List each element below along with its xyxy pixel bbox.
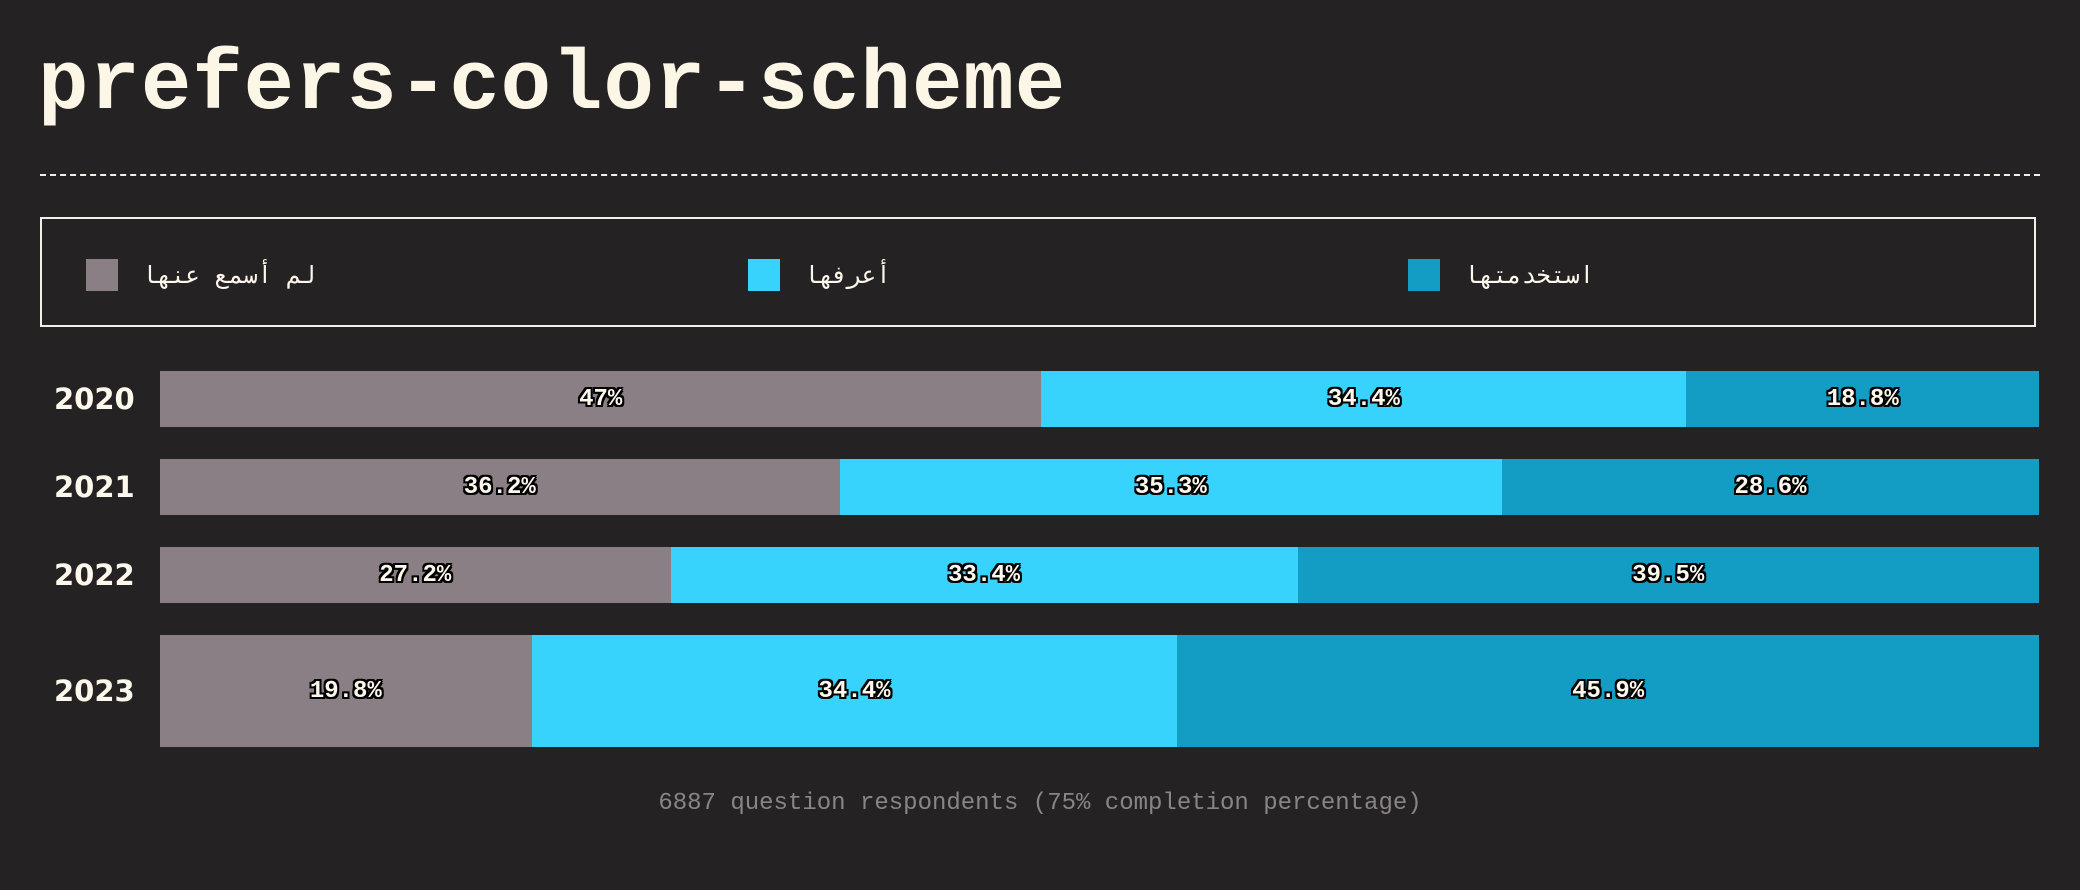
bar-track-2021: 36.2% 35.3% 28.6%: [160, 459, 2039, 515]
bar-track-2022: 27.2% 33.4% 39.5%: [160, 547, 2039, 603]
legend-swatch-used-it: [1408, 259, 1440, 291]
data-label-2022-2: 33.4%: [948, 561, 1021, 589]
data-label-2021-1: 36.2%: [463, 473, 536, 501]
bar-segment-2022-2[interactable]: 33.4%: [670, 547, 1298, 603]
year-label-2020: 2020: [54, 382, 135, 416]
bar-segment-2020-2[interactable]: 34.4%: [1041, 371, 1687, 427]
legend-swatch-know-it: [748, 259, 780, 291]
bar-segment-2023-2[interactable]: 34.4%: [531, 635, 1178, 747]
data-label-2023-3: 45.9%: [1572, 677, 1645, 705]
data-label-2020-3: 18.8%: [1826, 385, 1899, 413]
bar-segment-2022-1[interactable]: 27.2%: [160, 547, 671, 603]
data-label-2023-2: 34.4%: [818, 677, 891, 705]
data-label-2020-2: 34.4%: [1327, 385, 1400, 413]
bar-segment-2023-3[interactable]: 45.9%: [1177, 635, 2039, 747]
bar-segment-2021-1[interactable]: 36.2%: [160, 459, 840, 515]
year-label-2023: 2023: [54, 674, 135, 708]
legend-label-know-it: أعرفها: [804, 261, 891, 289]
legend-label-used-it: استخدمتها: [1464, 261, 1595, 289]
legend-item-know-it[interactable]: أعرفها: [748, 259, 891, 291]
legend-swatch-never-heard: [86, 259, 118, 291]
bar-segment-2021-3[interactable]: 28.6%: [1502, 459, 2039, 515]
data-label-2021-2: 35.3%: [1134, 473, 1207, 501]
bar-row-2020: 2020 47% 34.4% 18.8%: [0, 371, 2080, 427]
legend-item-used-it[interactable]: استخدمتها: [1408, 259, 1594, 291]
data-label-2022-1: 27.2%: [379, 561, 452, 589]
chart-title: prefers-color-scheme: [38, 39, 1067, 134]
year-label-2021: 2021: [54, 470, 135, 504]
title-divider: [40, 174, 2040, 176]
bar-track-2020: 47% 34.4% 18.8%: [160, 371, 2039, 427]
bar-segment-2020-3[interactable]: 18.8%: [1686, 371, 2039, 427]
data-label-2022-3: 39.5%: [1632, 561, 1705, 589]
bar-segment-2023-1[interactable]: 19.8%: [160, 635, 532, 747]
data-label-2021-3: 28.6%: [1734, 473, 1807, 501]
legend: لم أسمع عنها أعرفها استخدمتها: [40, 217, 2036, 327]
bar-row-2021: 2021 36.2% 35.3% 28.6%: [0, 459, 2080, 515]
bar-track-2023: 19.8% 34.4% 45.9%: [160, 635, 2039, 747]
respondents-footnote: 6887 question respondents (75% completio…: [658, 790, 1422, 817]
bar-row-2022: 2022 27.2% 33.4% 39.5%: [0, 547, 2080, 603]
legend-label-never-heard: لم أسمع عنها: [142, 261, 316, 289]
bar-segment-2022-3[interactable]: 39.5%: [1297, 547, 2039, 603]
legend-item-never-heard[interactable]: لم أسمع عنها: [86, 259, 315, 291]
bar-row-2023: 2023 19.8% 34.4% 45.9%: [0, 635, 2080, 747]
data-label-2020-1: 47%: [579, 385, 623, 413]
bar-segment-2020-1[interactable]: 47%: [160, 371, 1042, 427]
data-label-2023-1: 19.8%: [309, 677, 382, 705]
year-label-2022: 2022: [54, 558, 135, 592]
bar-segment-2021-2[interactable]: 35.3%: [839, 459, 1503, 515]
